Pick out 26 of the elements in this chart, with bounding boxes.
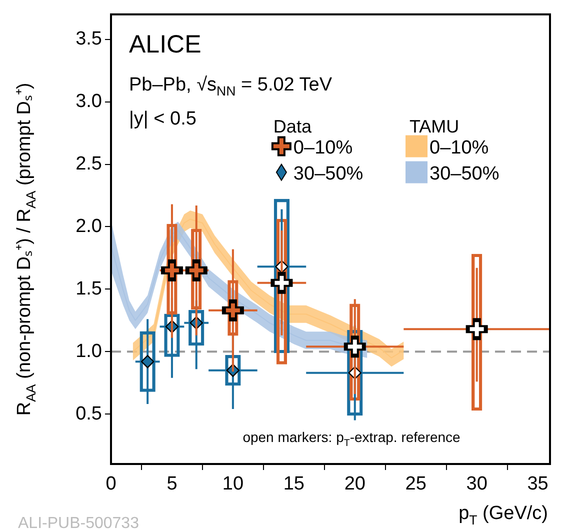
y-tick-label: 2.0: [76, 216, 102, 237]
y-tick-label: 1.0: [76, 340, 102, 362]
x-tick-label: 15: [283, 474, 304, 495]
point: [140, 354, 154, 368]
annotation: Data: [273, 116, 312, 136]
legend-label: 30–50%: [430, 163, 500, 184]
annotation: ALICE: [129, 30, 202, 58]
x-tick-label: 35: [527, 474, 548, 495]
legend-label: 0–10%: [293, 137, 353, 158]
x-tick-label: 20: [344, 474, 366, 495]
y-tick-label: 1.5: [76, 278, 102, 300]
y-tick-label: 3.5: [76, 28, 102, 50]
legend-label: 30–50%: [293, 163, 364, 184]
x-tick-label: 10: [222, 474, 244, 495]
y-tick-label: 2.5: [76, 154, 102, 174]
legend-label: 0–10%: [430, 137, 489, 158]
text: ALI-PUB-500733: [18, 515, 140, 529]
x-tick-label: 0: [106, 474, 116, 495]
x-tick-label: 30: [466, 474, 488, 495]
x-tick-label: 5: [166, 474, 178, 495]
y-tick-label: 3.0: [76, 91, 102, 112]
annotation: |y| < 0.5: [129, 108, 196, 130]
y-axis-title: RAA (non-prompt Dₛ⁺) / RAA (prompt Dₛ⁺): [14, 82, 38, 416]
y-tick-label: 0.5: [76, 403, 102, 424]
x-tick-label: 25: [405, 474, 426, 495]
annotation: TAMU: [410, 116, 460, 136]
